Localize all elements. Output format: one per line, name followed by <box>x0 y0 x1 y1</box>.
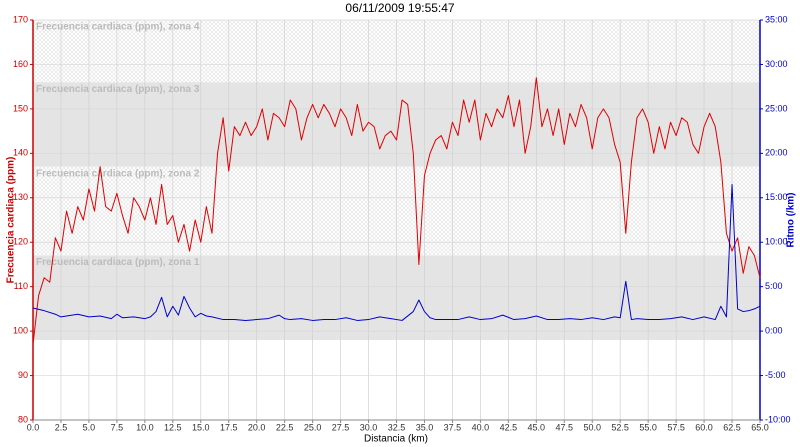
x-tick-label: 52.5 <box>611 422 629 432</box>
y-tick-label: 150 <box>13 103 28 113</box>
x-tick-label: 22.5 <box>276 422 294 432</box>
x-tick-label: 20.0 <box>248 422 266 432</box>
x-tick-label: 27.5 <box>332 422 350 432</box>
x-tick-label: 30.0 <box>360 422 378 432</box>
series-line <box>32 77 761 345</box>
y-tick-label: 110 <box>14 281 28 291</box>
x-tick-label: 62.5 <box>723 422 741 432</box>
x-tick-label: 47.5 <box>556 422 574 432</box>
x-tick-label: 7.5 <box>111 422 124 432</box>
y2-tick-label: 35:00 <box>765 14 788 24</box>
zone-label: Frecuencia cardiaca (ppm), zona 1 <box>36 257 200 268</box>
series-line <box>32 183 761 321</box>
y-tick-label: 170 <box>13 14 28 24</box>
x-tick-label: 25.0 <box>304 422 322 432</box>
x-axis-label: Distancia (km) <box>364 434 428 445</box>
x-tick-label: 42.5 <box>500 422 518 432</box>
x-tick-label: 35.0 <box>416 422 434 432</box>
y2-tick-label: 10:00 <box>765 237 788 247</box>
x-tick-label: 15.0 <box>192 422 210 432</box>
chart-title: 06/11/2009 19:55:47 <box>345 1 455 15</box>
y-tick-label: 90 <box>18 370 28 380</box>
y-axis-label: Frecuencia cardiaca (ppm) <box>6 157 17 284</box>
x-tick-label: 37.5 <box>444 422 462 432</box>
y-tick-label: 80 <box>18 414 28 424</box>
x-tick-label: 5.0 <box>83 422 96 432</box>
y2-tick-label: 5:00 <box>765 281 783 291</box>
x-tick-label: 50.0 <box>583 422 601 432</box>
x-tick-label: 65.0 <box>751 422 769 432</box>
x-tick-label: 10.0 <box>136 422 154 432</box>
x-tick-label: 45.0 <box>528 422 546 432</box>
y-tick-label: 140 <box>13 148 28 158</box>
zone-label: Frecuencia cardiaca (ppm), zona 4 <box>36 22 200 33</box>
y-tick-label: 160 <box>13 59 28 69</box>
x-tick-label: 12.5 <box>164 422 182 432</box>
y2-tick-label: 20:00 <box>765 148 788 158</box>
x-tick-label: 2.5 <box>55 422 68 432</box>
y2-tick-label: 30:00 <box>765 59 788 69</box>
zone-label: Frecuencia cardiaca (ppm), zona 2 <box>36 168 200 179</box>
y2-tick-label: 15:00 <box>765 192 788 202</box>
y2-tick-label: -5:00 <box>765 370 786 380</box>
y-tick-label: 120 <box>13 237 28 247</box>
y2-tick-label: 25:00 <box>765 103 788 113</box>
x-tick-label: 17.5 <box>220 422 238 432</box>
y-tick-label: 100 <box>13 325 28 335</box>
x-tick-label: 57.5 <box>667 422 685 432</box>
x-tick-label: 32.5 <box>388 422 406 432</box>
x-tick-label: 55.0 <box>639 422 657 432</box>
plot: 0.0 2.5 5.0 7.5 10.0 12.5 15.0 17.5 20.0 22.5 25.0… <box>13 14 791 432</box>
x-tick-label: 40.0 <box>472 422 490 432</box>
y2-tick-label: 0:00 <box>765 325 783 335</box>
zone-label: Frecuencia cardiaca (ppm), zona 3 <box>36 84 200 95</box>
y2-axis-label: Ritmo (/km) <box>786 193 797 248</box>
x-tick-label: 0.0 <box>27 422 40 432</box>
x-tick-label: 60.0 <box>695 422 713 432</box>
y2-tick-label: -10:00 <box>765 414 791 424</box>
y-tick-label: 130 <box>13 192 28 202</box>
